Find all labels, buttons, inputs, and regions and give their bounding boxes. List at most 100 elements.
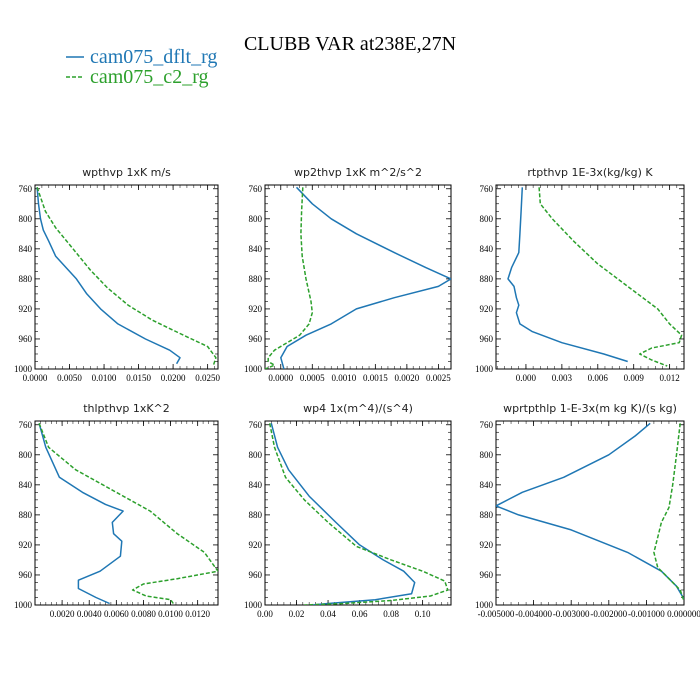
x-tick-label: 0.0100 [92, 373, 117, 383]
series-line-cam075-c2-rg [38, 423, 218, 604]
chart-panel: wpthvp 1xK m/s76080084088092096010000.00… [14, 166, 221, 383]
series-line-cam075-dflt-rg [270, 423, 416, 605]
y-tick-label: 880 [249, 274, 263, 284]
y-tick-label: 1000 [475, 364, 494, 374]
x-tick-label: 0.0150 [126, 373, 151, 383]
x-tick-label: 0.0060 [104, 609, 129, 619]
series-line-cam075-dflt-rg [280, 186, 451, 369]
y-tick-label: 800 [480, 450, 494, 460]
series-line-cam075-dflt-rg [38, 423, 124, 605]
x-tick-label: 0.0020 [394, 373, 419, 383]
y-tick-label: 1000 [14, 600, 33, 610]
x-tick-label: 0.000000 [667, 609, 700, 619]
y-tick-label: 840 [480, 244, 494, 254]
y-tick-label: 760 [249, 420, 263, 430]
chart-panel: rtpthvp 1E-3x(kg/kg) K 760 800 840 880 920 960… [475, 166, 685, 383]
y-tick-label: 760 [249, 184, 263, 194]
y-tick-label: 760 [480, 184, 494, 194]
panel-title: wpthvp 1xK m/s [82, 166, 171, 179]
y-tick-label: 880 [19, 510, 33, 520]
x-tick-label: 0.0015 [363, 373, 388, 383]
series-line-cam075-c2-rg [36, 187, 217, 367]
y-tick-label: 880 [19, 274, 33, 284]
y-tick-label: 960 [480, 334, 494, 344]
panel-title: wp4 1x(m^4)/(s^4) [303, 402, 413, 415]
plot-frame [34, 420, 219, 606]
x-tick-label: 0.000 [516, 373, 537, 383]
x-tick-label: 0.10 [415, 609, 431, 619]
x-tick-label: 0.0250 [195, 373, 220, 383]
panel-title: wp2thvp 1xK m^2/s^2 [294, 166, 422, 179]
plot-frame [264, 420, 452, 606]
y-tick-label: 800 [19, 450, 33, 460]
series-line-cam075-dflt-rg [507, 187, 628, 363]
y-tick-label: 1000 [244, 364, 263, 374]
panel-title: rtpthvp 1E-3x(kg/kg) K [527, 166, 653, 179]
x-tick-label: 0.003 [552, 373, 573, 383]
x-tick-label: -0.002000 [590, 609, 627, 619]
plot-frame [34, 184, 219, 370]
series-line-cam075-c2-rg [538, 187, 683, 367]
x-tick-label: 0.0025 [426, 373, 451, 383]
legend-label: cam075_dflt_rg [90, 46, 217, 68]
panels: wpthvp 1xK m/s76080084088092096010000.00… [14, 166, 700, 619]
x-tick-label: 0.0050 [57, 373, 82, 383]
x-tick-label: -0.001000 [628, 609, 665, 619]
y-tick-label: 880 [249, 510, 263, 520]
y-tick-label: 840 [480, 480, 494, 490]
x-tick-label: 0.00 [257, 609, 273, 619]
y-tick-label: 800 [249, 450, 263, 460]
legend-entry: cam075_dflt_rg [66, 46, 217, 68]
y-tick-label: 920 [249, 304, 263, 314]
y-tick-label: 1000 [244, 600, 263, 610]
x-tick-label: 0.0040 [77, 609, 102, 619]
y-tick-label: 800 [480, 214, 494, 224]
x-tick-label: 0.04 [320, 609, 336, 619]
x-tick-label: 0.0000 [268, 373, 293, 383]
x-tick-label: 0.012 [660, 373, 680, 383]
y-tick-label: 960 [19, 570, 33, 580]
x-tick-label: 0.006 [588, 373, 609, 383]
figure-title: CLUBB VAR at238E,27N [244, 33, 456, 55]
y-tick-label: 960 [19, 334, 33, 344]
y-tick-label: 760 [480, 420, 494, 430]
x-tick-label: -0.003000 [553, 609, 590, 619]
y-tick-label: 840 [249, 480, 263, 490]
y-tick-label: 1000 [14, 364, 33, 374]
series-line-cam075-c2-rg [268, 423, 449, 605]
x-tick-label: 0.08 [383, 609, 399, 619]
x-tick-label: -0.005000 [478, 609, 515, 619]
y-tick-label: 920 [480, 540, 494, 550]
y-tick-label: 880 [480, 510, 494, 520]
y-tick-label: 840 [19, 244, 33, 254]
x-tick-label: 0.02 [289, 609, 305, 619]
y-tick-label: 760 [19, 420, 33, 430]
panel-title: wprtpthlp 1-E-3x(m kg K)/(s kg) [503, 402, 677, 415]
legend-entry: cam075_c2_rg [66, 66, 209, 88]
legend-label: cam075_c2_rg [90, 66, 209, 88]
series-line-cam075-dflt-rg [36, 187, 181, 365]
x-tick-label: 0.0010 [331, 373, 356, 383]
plot-frame [495, 184, 685, 370]
y-tick-label: 880 [480, 274, 494, 284]
x-tick-label: 0.009 [624, 373, 645, 383]
y-tick-label: 960 [480, 570, 494, 580]
y-tick-label: 800 [249, 214, 263, 224]
y-tick-label: 920 [480, 304, 494, 314]
x-tick-label: 0.0005 [300, 373, 325, 383]
x-tick-label: -0.004000 [515, 609, 552, 619]
chart-panel: wp2thvp 1xK m^2/s^2 760 800 840 880 920 960 100… [244, 166, 452, 383]
x-tick-label: 0.0120 [185, 609, 210, 619]
y-tick-label: 960 [249, 334, 263, 344]
x-tick-label: 0.0080 [131, 609, 156, 619]
panel-title: thlpthvp 1xK^2 [83, 402, 170, 415]
chart-panel: thlpthvp 1xK^2 760 800 840 880 920 960 1000 0.00… [14, 402, 219, 619]
series-line-cam075-c2-rg [265, 187, 314, 369]
series-line-cam075-c2-rg [653, 423, 684, 602]
x-tick-label: 0.06 [352, 609, 368, 619]
x-tick-label: 0.0020 [50, 609, 75, 619]
plot-frame [495, 420, 685, 606]
y-tick-label: 960 [249, 570, 263, 580]
